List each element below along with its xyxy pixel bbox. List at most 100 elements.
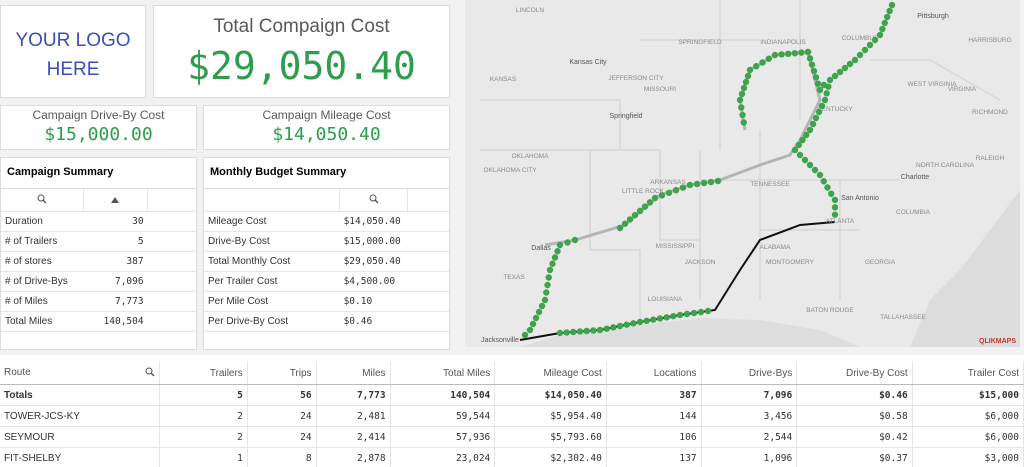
stop-dot: [820, 178, 827, 185]
cell: 106: [606, 426, 702, 448]
row-label: Total Miles: [1, 311, 84, 332]
map-label: MISSISSIPPI: [656, 243, 695, 250]
map-label: WEST VIRGINIA: [908, 81, 958, 88]
summary-row: Per Trailer Cost $4,500.00: [204, 271, 449, 292]
row-value: 5: [83, 231, 148, 252]
map-labels: LINCOLN SPRINGFIELD Kansas City KANSAS JEFFE…: [481, 7, 1012, 344]
search-icon[interactable]: [145, 367, 155, 380]
cell: 8: [247, 447, 317, 467]
map-attribution: QLIKMAPS: [979, 338, 1016, 345]
row-value: 140,504: [83, 311, 148, 332]
stop-dot: [818, 102, 826, 110]
stop-dot: [651, 194, 659, 202]
stop-dot: [596, 326, 604, 334]
route-row: SEYMOUR 2 24 2,414 57,936 $5,793.60 106 2,544 $0…: [0, 426, 1024, 448]
stop-dot: [665, 189, 673, 196]
column-header: Trailers: [159, 362, 248, 385]
row-value: 387: [83, 251, 148, 272]
map-label: OKLAHOMA: [512, 153, 550, 160]
map-label: TENNESSEE: [750, 181, 790, 188]
ocean: [910, 190, 1020, 347]
summary-row: # of Trailers 5: [1, 231, 196, 252]
stop-dot: [545, 274, 552, 281]
stop-dot: [686, 181, 694, 189]
cell: SEYMOUR: [0, 426, 160, 448]
row-value: $15,000.00: [339, 231, 408, 252]
cell: 1: [159, 447, 248, 467]
stop-dot: [554, 248, 561, 255]
cell: 7,096: [701, 384, 798, 406]
summary-table: Mileage Cost $14,050.40 Drive-By Cost $15,0…: [204, 189, 449, 332]
stop-dot: [616, 322, 624, 330]
route-panel: Route Trailers Trips Miles Total Miles Mileag…: [0, 355, 1024, 467]
stop-dot: [693, 180, 701, 188]
stop-dot: [570, 328, 577, 336]
stop-dot: [636, 207, 644, 215]
summary-row: # of Drive-Bys 7,096: [1, 271, 196, 292]
stop-dot: [690, 309, 698, 317]
map-label: LINCOLN: [516, 7, 544, 14]
empty-cell: [407, 291, 449, 312]
header-cell: [407, 189, 449, 212]
column-header: Trailer Cost: [912, 362, 1024, 385]
cell: TOWER-JCS-KY: [0, 405, 160, 427]
map-label: LOUISIANA: [648, 296, 683, 303]
stop-dot: [736, 96, 744, 104]
route-row: TOWER-JCS-KY 2 24 2,481 59,544 $5,954.40 144 3,…: [0, 405, 1024, 427]
column-label: Drive-Bys: [748, 367, 793, 379]
empty-cell: [147, 291, 196, 312]
map-label: Kansas City: [569, 59, 607, 66]
stop-dot: [799, 136, 806, 144]
cell: Totals: [0, 384, 160, 406]
summary-row: Per Mile Cost $0.10: [204, 291, 449, 312]
logo-line: HERE: [46, 59, 100, 80]
stop-dot: [700, 179, 708, 187]
empty-cell: [147, 231, 196, 252]
map[interactable]: LINCOLN SPRINGFIELD Kansas City KANSAS JEFFE…: [465, 0, 1020, 347]
stop-dot: [846, 60, 854, 68]
stop-dot: [831, 211, 839, 218]
summary-row: Total Miles 140,504: [1, 311, 196, 332]
summary-row: # of stores 387: [1, 251, 196, 272]
map-label: GEORGIA: [865, 259, 896, 266]
stop-dot: [535, 308, 543, 316]
stop-dot: [641, 203, 649, 210]
stop-dot: [538, 302, 546, 310]
column-label: Drive-By Cost: [845, 367, 908, 379]
stop-dot: [803, 131, 810, 139]
cell: 2,544: [701, 426, 798, 448]
kpi-value: $15,000.00: [44, 124, 153, 145]
row-value: 7,773: [83, 291, 148, 312]
header-cell: [204, 189, 341, 212]
logo: YOUR LOGO HERE: [1, 26, 145, 84]
stop-dot: [610, 324, 617, 331]
stop-dot: [861, 46, 869, 54]
cell: FIT-SHELBY: [0, 447, 160, 467]
stop-dot: [563, 329, 570, 336]
stop-dot: [549, 260, 556, 267]
cell: 56: [247, 384, 317, 406]
monthly-budget: Monthly Budget Summary Mileage Cost $14,0…: [203, 157, 450, 350]
stop-dot: [546, 266, 554, 274]
map-label: RICHMOND: [972, 109, 1008, 116]
column-label: Locations: [653, 367, 697, 379]
stop-dot: [576, 328, 584, 335]
map-label: ATLANTA: [826, 218, 855, 225]
row-label: # of Trailers: [1, 231, 84, 252]
map-label: RALEIGH: [976, 155, 1005, 162]
stop-dot: [676, 311, 684, 319]
stop-dot: [815, 108, 823, 116]
cell: 137: [606, 447, 702, 467]
header-cell: [1, 189, 84, 212]
totals-row: Totals 5 56 7,773 140,504 $14,050.40 387 7,096 $…: [0, 384, 1024, 406]
stop-dot: [636, 318, 644, 326]
stop-dot: [881, 19, 888, 27]
stop-dot: [707, 178, 715, 186]
map-label: JACKSON: [685, 259, 716, 266]
row-label: Duration: [1, 211, 84, 232]
stop-dot: [556, 329, 564, 337]
route-table: Route Trailers Trips Miles Total Miles Mileag…: [0, 362, 1024, 467]
map-label: Charlotte: [901, 174, 930, 181]
stop-dot: [765, 55, 772, 62]
